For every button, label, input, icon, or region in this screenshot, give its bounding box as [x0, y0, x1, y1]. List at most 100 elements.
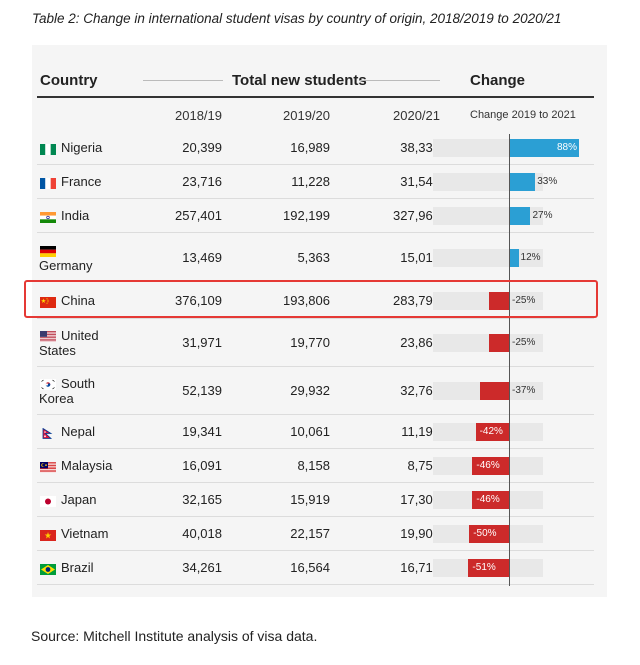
- table-caption: Table 2: Change in international student…: [32, 11, 562, 26]
- change-label: -25%: [512, 337, 536, 348]
- col-header-2019: 2019/20: [283, 108, 330, 123]
- nigeria-flag-icon: [40, 142, 56, 155]
- table-row: Vietnam 40,018 22,157 19,905 -50%: [37, 517, 594, 551]
- change-bar: [469, 525, 509, 543]
- value-y2019: 193,806: [283, 292, 330, 308]
- change-label: 12%: [520, 251, 541, 263]
- change-header: Change: [470, 72, 526, 89]
- table-row: Japan 32,165 15,919 17,303 -46%: [37, 483, 594, 517]
- value-y2018: 257,401: [175, 208, 222, 223]
- value-y2018: 34,261: [182, 560, 222, 575]
- united-states-flag-icon: [40, 329, 56, 342]
- source-note: Source: Mitchell Institute analysis of v…: [31, 628, 318, 644]
- value-y2020: 17,303: [400, 492, 440, 507]
- country-header: Country: [40, 72, 98, 89]
- change-label: -46%: [476, 494, 500, 505]
- change-bar: [489, 334, 509, 352]
- row-divider: [37, 482, 594, 483]
- row-divider: [37, 414, 594, 415]
- table-row: Nepal 19,341 10,061 11,195 -42%: [37, 415, 594, 449]
- brazil-flag-icon: [40, 562, 56, 575]
- table-row: United States 31,971 19,770 23,867 -25%: [37, 319, 594, 367]
- value-y2020: 32,765: [400, 383, 440, 398]
- value-y2018: 23,716: [182, 174, 222, 189]
- table-row: Nigeria 20,399 16,989 38,333 88%: [37, 131, 594, 165]
- row-divider: [37, 366, 594, 367]
- value-y2020: 23,867: [400, 335, 440, 350]
- germany-flag-icon: [40, 244, 56, 257]
- value-y2018: 13,469: [182, 249, 222, 265]
- value-y2018: 20,399: [182, 140, 222, 155]
- india-flag-icon: [40, 210, 56, 223]
- value-y2019: 15,919: [290, 492, 330, 507]
- row-divider: [37, 584, 594, 585]
- value-y2019: 29,932: [290, 383, 330, 398]
- change-label: -25%: [512, 294, 536, 306]
- value-y2020: 327,963: [393, 208, 440, 223]
- value-y2019: 22,157: [290, 526, 330, 541]
- change-bar: [475, 423, 509, 441]
- change-bar: [479, 382, 509, 400]
- change-bar: [472, 457, 509, 475]
- value-y2020: 19,905: [400, 526, 440, 541]
- change-label: 27%: [532, 210, 553, 221]
- value-y2019: 19,770: [290, 335, 330, 350]
- value-y2018: 52,139: [182, 383, 222, 398]
- bar-track: [433, 291, 543, 310]
- table-row: Malaysia 16,091 8,158 8,759 -46%: [37, 449, 594, 483]
- col-header-2018: 2018/19: [175, 108, 222, 123]
- value-y2019: 8,158: [297, 458, 330, 473]
- change-label: 33%: [537, 176, 558, 187]
- change-label: -50%: [473, 528, 497, 539]
- nepal-flag-icon: [40, 426, 56, 439]
- value-y2019: 5,363: [297, 249, 330, 265]
- change-bar: [468, 559, 509, 577]
- change-bar: [489, 291, 509, 310]
- value-y2018: 40,018: [182, 526, 222, 541]
- value-y2019: 192,199: [283, 208, 330, 223]
- malaysia-flag-icon: [40, 460, 56, 473]
- value-y2018: 31,971: [182, 335, 222, 350]
- table-row: Germany 13,469 5,363 15,016 12%: [37, 233, 594, 282]
- france-flag-icon: [40, 176, 56, 189]
- table-row: South Korea 52,139 29,932 32,765 -37%: [37, 367, 594, 415]
- row-divider: [37, 164, 594, 165]
- table-row: France 23,716 11,228 31,549 33%: [37, 165, 594, 199]
- change-label: 88%: [557, 142, 578, 153]
- header-rule-left: [143, 80, 223, 81]
- total-students-header: Total new students: [232, 72, 367, 89]
- change-bar: [509, 207, 531, 225]
- row-divider: [37, 550, 594, 551]
- value-y2020: 15,016: [400, 249, 440, 265]
- change-bar: [509, 248, 519, 267]
- value-y2020: 16,713: [400, 560, 440, 575]
- value-y2019: 10,061: [290, 424, 330, 439]
- table-row: India 257,401 192,199 327,963 27%: [37, 199, 594, 233]
- value-y2020: 8,759: [407, 458, 440, 473]
- value-y2019: 11,228: [291, 174, 330, 189]
- change-label: -37%: [512, 385, 536, 396]
- japan-flag-icon: [40, 494, 56, 507]
- value-y2018: 376,109: [175, 292, 222, 308]
- table-row: Brazil 34,261 16,564 16,713 -51%: [37, 551, 594, 585]
- row-divider: [37, 198, 594, 199]
- row-divider: [37, 516, 594, 517]
- row-divider: [37, 232, 594, 233]
- change-bar: [509, 173, 536, 191]
- value-y2019: 16,564: [290, 560, 330, 575]
- value-y2020: 283,795: [393, 292, 440, 308]
- change-label: -42%: [479, 426, 503, 437]
- value-y2020: 11,195: [401, 424, 440, 439]
- header-rule-right: [360, 80, 440, 81]
- change-label: -51%: [472, 562, 496, 573]
- highlight-box: [24, 280, 598, 318]
- value-y2018: 16,091: [182, 458, 222, 473]
- col-header-2020: 2020/21: [393, 108, 440, 123]
- vietnam-flag-icon: [40, 528, 56, 541]
- value-y2020: 38,333: [400, 140, 440, 155]
- value-y2019: 16,989: [290, 140, 330, 155]
- china-flag-icon: [40, 295, 56, 308]
- value-y2018: 32,165: [182, 492, 222, 507]
- change-label: -46%: [476, 460, 500, 471]
- bar-track: [433, 334, 543, 352]
